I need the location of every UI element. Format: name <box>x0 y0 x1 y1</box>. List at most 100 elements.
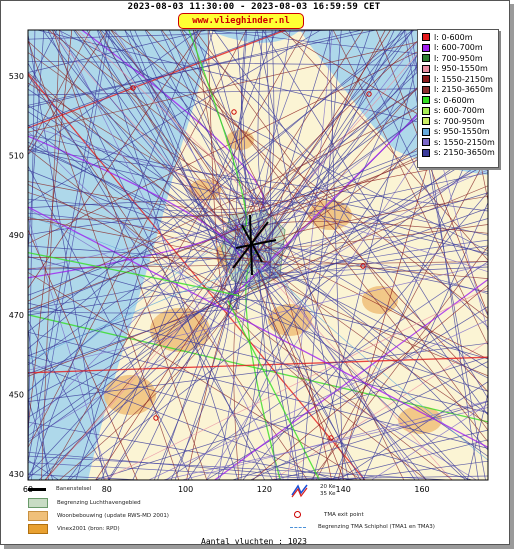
legend-swatch <box>422 127 430 136</box>
flight-track <box>28 245 488 316</box>
flight-track <box>249 240 361 480</box>
flight-count: Aantal vluchten : 1023 <box>201 537 307 546</box>
flight-track <box>271 262 488 461</box>
flight-track <box>301 30 342 480</box>
x-tick-label: 160 <box>414 485 429 494</box>
legend-label: s: 2150-3650m <box>434 148 495 158</box>
vinex-label: Vinex2001 (bron: RPD) <box>57 526 120 532</box>
flight-track <box>44 225 239 480</box>
map-legend: Banenstelsel Begrenzing Luchthavengebied… <box>28 481 488 537</box>
noise-contour-icon <box>291 484 308 498</box>
flight-track <box>272 429 488 480</box>
time-range-title: 2023-08-03 11:30:00 - 2023-08-03 16:59:5… <box>127 2 381 12</box>
flight-track <box>28 30 91 150</box>
flight-track <box>241 224 488 250</box>
flight-track <box>257 30 266 199</box>
flight-track <box>279 30 371 266</box>
housing-label: Woonbebouwing (update RWS-MD 2001) <box>57 513 169 519</box>
flight-track <box>266 260 488 274</box>
flight-track <box>258 30 430 213</box>
flight-track <box>28 125 488 273</box>
flight-track <box>28 474 140 480</box>
flight-track <box>107 224 239 480</box>
legend-swatch <box>422 75 430 84</box>
flight-track <box>45 30 306 480</box>
flight-track <box>249 192 488 252</box>
legend-label: s: 600-700m <box>434 106 485 116</box>
flight-track <box>52 30 208 480</box>
tma-boundary-symbol <box>290 526 306 528</box>
flight-track <box>28 130 231 295</box>
flight-track <box>234 30 248 310</box>
legend-label: l: 2150-3650m <box>434 85 493 95</box>
flight-track <box>28 30 58 88</box>
flight-track <box>28 132 488 311</box>
flight-track <box>362 202 488 480</box>
housing-symbol <box>28 511 48 521</box>
legend-item: l: 700-950m <box>422 53 498 64</box>
runway <box>235 239 277 249</box>
flight-track <box>227 300 320 480</box>
legend-item: s: 1550-2150m <box>422 137 498 148</box>
flight-track <box>59 30 285 480</box>
map-border <box>27 29 489 481</box>
flight-track <box>53 30 427 480</box>
flight-track <box>28 297 228 357</box>
legend-swatch <box>422 106 430 115</box>
flight-track <box>28 30 199 480</box>
flight-track <box>28 30 470 133</box>
flight-track <box>28 30 462 244</box>
flight-track <box>182 30 488 328</box>
flight-track <box>28 212 253 258</box>
runway-legend-item: Banenstelsel <box>28 486 91 492</box>
flight-track <box>28 124 278 278</box>
y-tick-label: 430 <box>9 470 24 479</box>
y-tick-label: 490 <box>9 231 24 240</box>
flight-track <box>28 30 413 332</box>
flight-track <box>28 264 488 371</box>
flight-track <box>28 30 73 429</box>
flight-track <box>260 30 436 271</box>
flight-track <box>28 30 406 349</box>
legend-swatch <box>422 96 430 105</box>
flight-track <box>250 361 488 480</box>
flight-track <box>28 319 111 480</box>
flight-track <box>28 293 239 418</box>
legend-item: s: 600-700m <box>422 106 498 117</box>
legend-label: s: 0-600m <box>434 95 475 105</box>
flight-track <box>28 421 352 480</box>
runway-label: Banenstelsel <box>56 486 92 492</box>
flight-track <box>28 356 488 374</box>
flight-track <box>240 30 266 203</box>
y-tick-label: 470 <box>9 311 24 320</box>
flight-track <box>28 342 488 402</box>
flight-track <box>312 30 426 480</box>
tma-boundary-label: Begrenzing TMA Schiphol (TMA1 en TMA3) <box>318 524 435 530</box>
flight-track <box>28 134 488 236</box>
legend-item: l: 1550-2150m <box>422 74 498 85</box>
flight-track <box>344 460 488 480</box>
flight-track <box>94 356 488 480</box>
flight-track <box>28 30 45 251</box>
flight-track <box>161 30 488 443</box>
flight-track <box>104 30 240 310</box>
y-axis: 530 510 490 470 450 430 <box>9 72 24 479</box>
flight-track <box>108 30 406 480</box>
flight-track <box>37 30 488 140</box>
x-tick-label: 80 <box>102 485 112 494</box>
legend-swatch <box>422 33 430 42</box>
flight-track <box>28 226 242 429</box>
flight-track <box>218 30 430 480</box>
flight-track <box>328 30 344 480</box>
flight-track <box>124 30 269 216</box>
legend-swatch <box>422 117 430 126</box>
site-badge[interactable]: www.vlieghinder.nl <box>178 13 304 29</box>
flight-track <box>263 30 271 265</box>
map-area[interactable] <box>28 30 488 480</box>
flight-track <box>28 63 273 480</box>
altitude-legend: l: 0-600m l: 600-700m l: 700-950m l: 950-15… <box>417 29 499 168</box>
vinex-symbol <box>28 524 48 534</box>
flight-track <box>28 163 488 400</box>
y-tick-label: 450 <box>9 390 24 399</box>
